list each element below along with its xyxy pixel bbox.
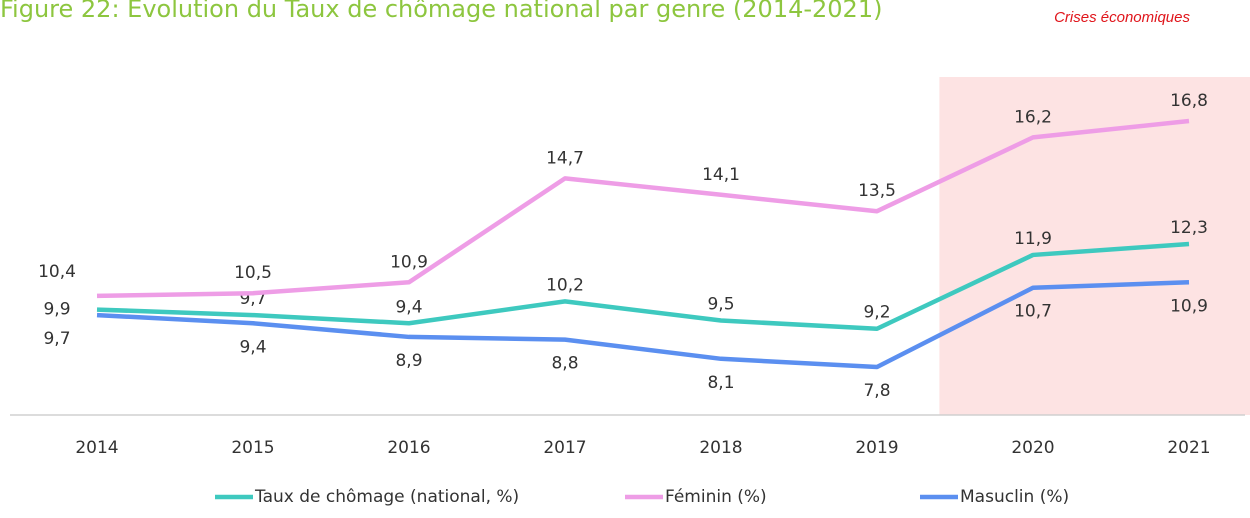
highlight-band: [939, 77, 1250, 415]
data-label: 9,4: [395, 297, 422, 317]
line: [96, 280, 1190, 370]
data-label: 14,7: [546, 148, 584, 168]
legend-label: Féminin (%): [665, 487, 767, 507]
data-label: 9,2: [863, 303, 890, 323]
data-label: 9,7: [43, 329, 70, 349]
data-label: 10,5: [234, 263, 272, 283]
annotation: Crises économiques: [1054, 9, 1190, 26]
data-label: 10,4: [38, 262, 76, 282]
data-label: 12,3: [1170, 218, 1208, 238]
data-label: 8,1: [707, 373, 734, 393]
x-tick-label: 2018: [699, 438, 742, 458]
x-tick-label: 2021: [1167, 438, 1210, 458]
data-label: 13,5: [858, 181, 896, 201]
data-label: 10,9: [1170, 296, 1208, 316]
x-tick-label: 2017: [543, 438, 586, 458]
x-tick-label: 2015: [231, 438, 274, 458]
x-tick-label: 2019: [855, 438, 898, 458]
data-label: 9,5: [707, 295, 734, 315]
data-label: 10,7: [1014, 302, 1052, 322]
x-tick-label: 2016: [387, 438, 430, 458]
x-tick-label: 2020: [1011, 438, 1054, 458]
data-label: 14,1: [702, 165, 740, 185]
line: [96, 241, 1190, 331]
data-label: 16,2: [1014, 107, 1052, 127]
data-label: 7,8: [863, 381, 890, 401]
x-tick-label: 2014: [75, 438, 118, 458]
data-label: 10,2: [546, 275, 584, 295]
chart-title: Figure 22: Évolution du Taux de chômage …: [0, 0, 882, 23]
data-label: 8,8: [551, 354, 578, 374]
legend-label: Masuclin (%): [960, 487, 1069, 507]
data-label: 9,4: [239, 337, 266, 357]
data-label: 9,9: [43, 300, 70, 320]
line: [96, 118, 1190, 299]
data-label: 8,9: [395, 351, 422, 371]
legend-label: Taux de chômage (national, %): [254, 487, 519, 507]
data-label: 11,9: [1014, 229, 1052, 249]
data-label: 16,8: [1170, 91, 1208, 111]
data-label: 10,9: [390, 252, 428, 272]
